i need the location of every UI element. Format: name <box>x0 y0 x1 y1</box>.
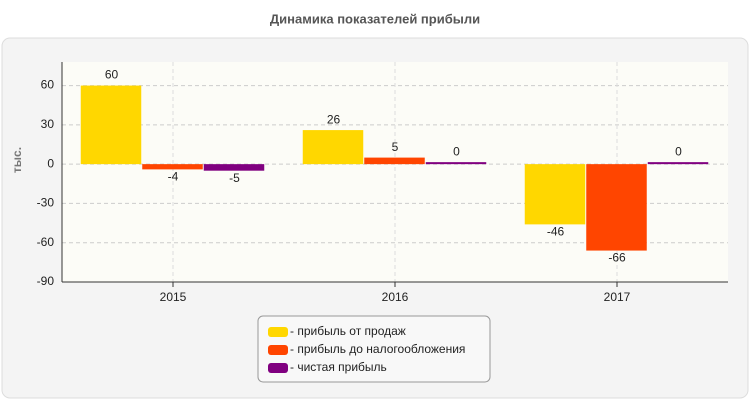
legend <box>257 315 491 383</box>
x-tick-label: 2017 <box>604 290 631 304</box>
bar <box>425 162 487 165</box>
legend-swatch <box>268 363 288 373</box>
value-label: -66 <box>608 251 626 265</box>
value-label: -4 <box>168 170 179 184</box>
bar <box>647 162 709 165</box>
bar <box>364 157 425 165</box>
x-tick-label: 2015 <box>160 290 187 304</box>
bar <box>586 164 647 251</box>
legend-label: - чистая прибыль <box>290 360 387 374</box>
y-tick-label: 30 <box>41 117 55 131</box>
y-axis-label: тыс. <box>10 147 24 173</box>
y-tick-label: -90 <box>37 274 55 288</box>
value-label: 0 <box>453 144 460 158</box>
y-tick-label: -30 <box>37 196 55 210</box>
bar <box>203 164 265 171</box>
bar <box>142 164 203 170</box>
chart-title: Динамика показателей прибыли <box>270 11 480 26</box>
legend-label: - прибыль от продаж <box>290 324 406 338</box>
y-tick-label: 0 <box>47 156 54 170</box>
value-label: 60 <box>105 68 119 82</box>
bar <box>302 130 364 165</box>
legend-swatch <box>268 345 288 355</box>
bar <box>80 85 142 165</box>
value-label: -46 <box>547 225 565 239</box>
value-label: 26 <box>327 112 341 126</box>
value-label: -5 <box>229 171 240 185</box>
y-tick-label: -60 <box>37 235 55 249</box>
legend-label: - прибыль до налогообложения <box>290 342 465 356</box>
y-tick-label: 60 <box>41 78 55 92</box>
value-label: 0 <box>675 144 682 158</box>
x-tick-label: 2016 <box>382 290 409 304</box>
value-label: 5 <box>392 140 399 154</box>
legend-swatch <box>268 327 288 337</box>
bar <box>524 164 586 225</box>
